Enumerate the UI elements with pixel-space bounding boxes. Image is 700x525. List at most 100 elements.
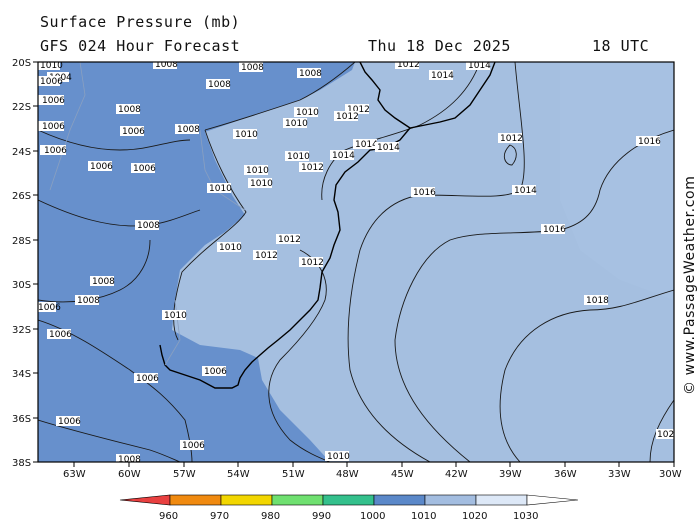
svg-text:1014: 1014 [468, 61, 491, 71]
svg-text:1010: 1010 [327, 452, 350, 462]
lon-label-54w: 54W [227, 469, 250, 480]
svg-text:1008: 1008 [241, 63, 264, 73]
colorbar-segment-1020 [475, 494, 528, 506]
coastline [159, 62, 496, 389]
lon-label-33w: 33W [608, 469, 631, 480]
svg-text:1012: 1012 [301, 163, 324, 173]
lon-label-42w: 42W [445, 469, 468, 480]
colorbar-label-1020: 1020 [462, 511, 487, 522]
isobar-label: 1006 [38, 302, 61, 313]
isobar-label: 1014 [330, 150, 355, 161]
isobar-label: 1006 [38, 95, 65, 106]
svg-text:1008: 1008 [118, 455, 141, 465]
isobar-label: 1008 [153, 60, 178, 70]
forecast-date: Thu 18 Dec 2025 [368, 37, 511, 55]
svg-text:1012: 1012 [278, 235, 301, 245]
isobar-label: 1006 [120, 126, 145, 137]
svg-text:1006: 1006 [58, 417, 81, 427]
isobar-label: 1008 [75, 295, 100, 306]
isobar-label: 1008 [239, 62, 264, 73]
svg-text:1012: 1012 [500, 134, 523, 144]
isobar-label: 1006 [47, 329, 72, 340]
isobar-label: 1014 [429, 70, 454, 81]
isobar-label: 1016 [411, 187, 436, 198]
svg-text:1012: 1012 [347, 105, 370, 115]
lon-label-51w: 51W [282, 469, 305, 480]
forecast-subtitle: GFS 024 Hour Forecast [40, 37, 241, 55]
lat-label-38s: 38S [12, 458, 31, 469]
svg-text:1006: 1006 [49, 330, 72, 340]
lon-label-57w: 57W [173, 469, 196, 480]
isobar-label: 1006 [38, 121, 65, 132]
svg-text:1010: 1010 [164, 311, 187, 321]
isobar-label: 1006 [134, 373, 159, 384]
svg-text:1006: 1006 [90, 162, 113, 172]
watermark: © www.PassageWeather.com [682, 176, 698, 395]
isobar-label: 1006 [56, 416, 81, 427]
svg-text:1010: 1010 [235, 130, 258, 140]
isobar-label: 1012 [395, 62, 420, 70]
svg-text:1006: 1006 [133, 164, 156, 174]
svg-text:1008: 1008 [77, 296, 100, 306]
isobar-label: 1018 [584, 295, 609, 306]
isobar-label: 1008 [135, 220, 160, 231]
lat-label-34s: 34S [12, 369, 31, 380]
lon-label-45w: 45W [391, 469, 414, 480]
colorbar-segment-960 [169, 494, 222, 506]
colorbar-segment-970 [220, 494, 273, 506]
isobar-label: 1008 [297, 68, 322, 79]
svg-text:1008: 1008 [155, 60, 178, 70]
pressure-band-1016 [560, 62, 674, 300]
svg-text:1014: 1014 [355, 140, 378, 150]
svg-text:1008: 1008 [299, 69, 322, 79]
isobar-label: 1006 [202, 366, 227, 377]
isobar-label: 1012 [334, 111, 359, 122]
isobar-label: 1010 [207, 183, 232, 194]
lon-label-36w: 36W [554, 469, 577, 480]
lon-label-63w: 63W [63, 469, 86, 480]
isobar-label: 1012 [276, 234, 301, 245]
lat-label-28s: 28S [12, 236, 31, 247]
svg-text:1012: 1012 [301, 258, 324, 268]
isobar-label: 1006 [88, 161, 113, 172]
colorbar-segment-980 [271, 494, 324, 506]
svg-text:1016: 1016 [543, 225, 566, 235]
isobar-label: 1008 [116, 454, 141, 465]
forecast-time: 18 UTC [592, 37, 650, 55]
isobar-label: 1010 [162, 310, 187, 321]
latitude-axis: 20S 22S 24S 26S 28S 30S 32S 34S 36S 38S [12, 58, 38, 469]
svg-text:1010: 1010 [250, 179, 273, 189]
isobar-label: 1008 [90, 276, 115, 287]
lon-label-48w: 48W [336, 469, 359, 480]
svg-text:1014: 1014 [377, 143, 400, 153]
isobar-label: 1010 [38, 62, 63, 71]
lat-label-20s: 20S [12, 58, 31, 69]
isobar-label: 102 [656, 429, 674, 440]
svg-text:1018: 1018 [586, 296, 609, 306]
isobar-labels: 1010 1004 1006 1008 1006 1008 1008 1008 … [38, 60, 674, 465]
svg-text:1010: 1010 [209, 184, 232, 194]
isobar-label: 1006 [180, 440, 205, 451]
colorbar-segment-below-960 [119, 494, 171, 506]
lat-label-26s: 26S [12, 191, 31, 202]
svg-text:1006: 1006 [204, 367, 227, 377]
svg-text:1014: 1014 [332, 151, 355, 161]
isobar-label: 1010 [248, 178, 273, 189]
isobar-label: 1012 [345, 104, 370, 115]
colorbar-segment-1010 [424, 494, 477, 506]
svg-text:102: 102 [657, 430, 674, 440]
colorbar-label-1030: 1030 [513, 511, 538, 522]
isobar-label: 1010 [294, 107, 319, 118]
colorbar-label-1010: 1010 [411, 511, 436, 522]
colorbar-label-970: 970 [210, 511, 229, 522]
map-frame [37, 61, 675, 463]
svg-text:1010: 1010 [287, 152, 310, 162]
isobar-label: 1008 [206, 79, 231, 90]
isobar-label: 1016 [541, 224, 566, 235]
lat-label-30s: 30S [12, 280, 31, 291]
svg-text:1008: 1008 [137, 221, 160, 231]
svg-text:1008: 1008 [177, 125, 200, 135]
svg-text:1006: 1006 [42, 96, 65, 106]
svg-text:1008: 1008 [208, 80, 231, 90]
